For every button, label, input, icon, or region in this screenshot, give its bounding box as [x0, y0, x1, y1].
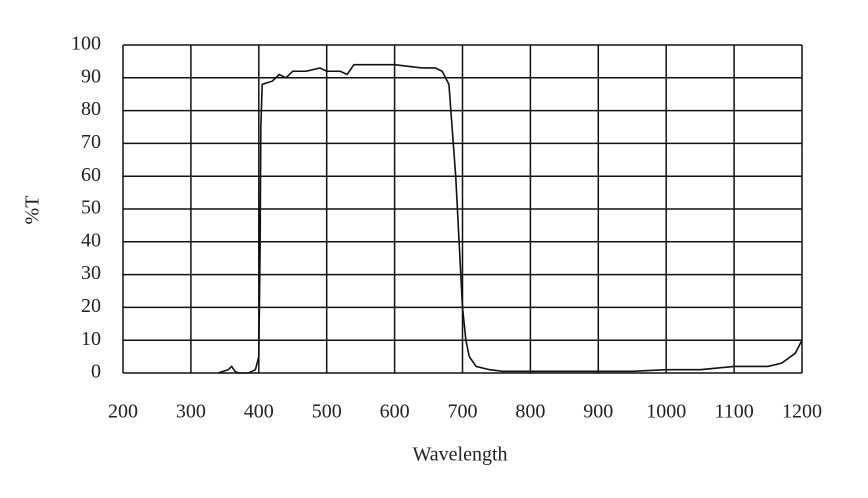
y-tick-label: 20 [81, 295, 101, 317]
y-tick-label: 50 [81, 197, 101, 219]
y-tick-label: 90 [81, 65, 101, 87]
x-tick-label: 200 [108, 401, 138, 423]
x-tick-label: 1100 [714, 401, 753, 423]
x-tick-label: 1000 [646, 401, 686, 423]
x-axis-label: Wavelength [412, 444, 507, 466]
x-tick-label: 800 [515, 401, 545, 423]
y-tick-label: 70 [81, 131, 101, 153]
x-tick-label: 600 [380, 401, 410, 423]
y-tick-label: 100 [71, 33, 101, 55]
data-line [217, 63, 803, 374]
x-tick-label: 300 [176, 401, 206, 423]
x-tick-label: 400 [244, 401, 274, 423]
y-tick-label: 10 [81, 328, 101, 350]
y-tick-label: 40 [81, 229, 101, 251]
x-tick-label: 700 [448, 401, 478, 423]
y-tick-label: 30 [81, 262, 101, 284]
y-axis-label: %T [22, 196, 44, 225]
y-tick-label: 80 [81, 98, 101, 120]
y-tick-label: 60 [81, 164, 101, 186]
x-tick-label: 500 [312, 401, 342, 423]
y-tick-label: 0 [91, 361, 101, 383]
x-tick-label: 900 [583, 401, 613, 423]
x-tick-label: 1200 [782, 401, 822, 423]
